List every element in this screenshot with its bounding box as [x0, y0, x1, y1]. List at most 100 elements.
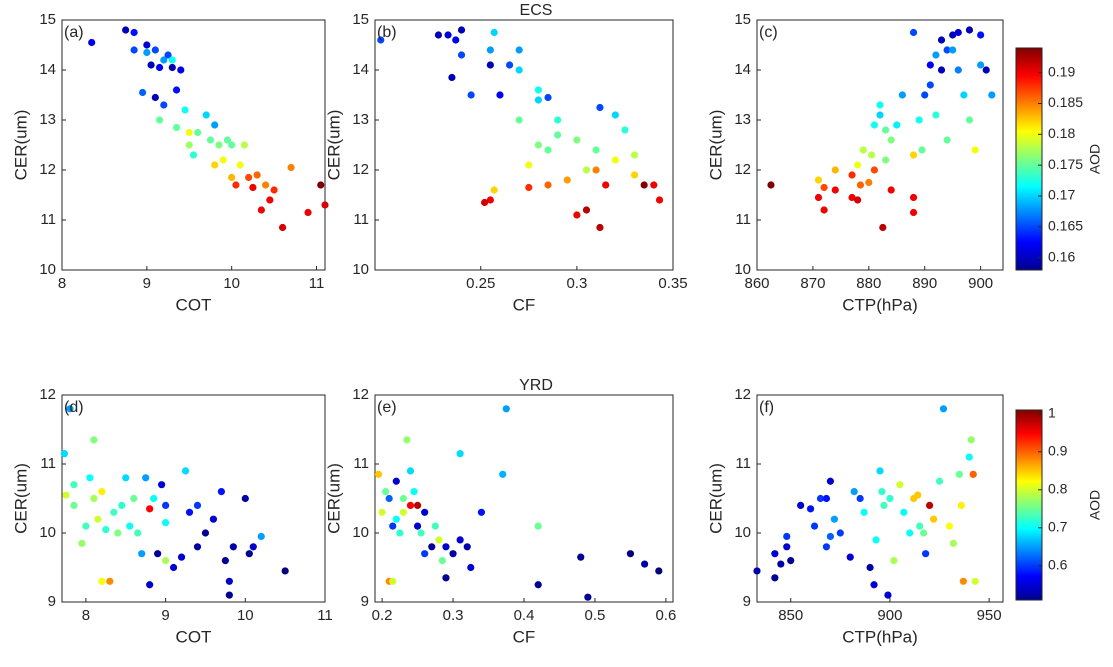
data-point — [856, 181, 865, 189]
data-point — [876, 467, 884, 475]
data-point — [544, 181, 552, 189]
data-point — [582, 166, 591, 174]
data-point — [449, 550, 457, 558]
x-tick-label: 0.3 — [566, 275, 587, 292]
data-point — [98, 577, 106, 585]
data-point — [967, 436, 975, 444]
data-point — [949, 31, 957, 39]
data-point — [118, 501, 126, 509]
x-tick-label: 950 — [977, 607, 1002, 624]
data-point — [854, 196, 862, 204]
data-point — [496, 91, 504, 99]
data-point — [130, 28, 138, 37]
data-point — [848, 171, 856, 179]
y-tick-label: 11 — [735, 455, 751, 472]
panel-label: (d) — [64, 399, 84, 416]
data-point — [870, 121, 879, 129]
y-tick-label: 9 — [743, 593, 751, 610]
data-point — [611, 111, 619, 119]
data-point — [868, 151, 876, 159]
data-point — [185, 141, 193, 149]
data-point — [969, 470, 977, 478]
data-point — [929, 515, 938, 523]
data-point — [866, 563, 874, 572]
colorbar-tick-label: 0.6 — [1048, 557, 1068, 573]
data-point — [830, 515, 838, 523]
data-point — [406, 501, 415, 509]
data-point — [505, 61, 514, 69]
x-tick-label: 9 — [143, 275, 151, 292]
data-point — [143, 48, 151, 57]
data-point — [816, 494, 825, 503]
data-point — [900, 508, 908, 516]
data-point — [626, 550, 635, 558]
data-point — [442, 543, 450, 551]
data-point — [206, 136, 215, 144]
colorbar-tick-label: 0.16 — [1048, 248, 1075, 264]
data-point — [257, 206, 265, 214]
x-tick-label: 900 — [968, 275, 993, 292]
data-point — [937, 66, 946, 74]
data-point — [122, 26, 130, 34]
colorbar-tick-label: 0.17 — [1048, 187, 1075, 203]
data-point — [122, 474, 130, 482]
data-point — [253, 171, 261, 179]
data-point — [241, 494, 249, 503]
data-point — [955, 470, 963, 478]
data-point — [592, 146, 600, 154]
data-point — [421, 550, 429, 558]
data-point — [787, 557, 795, 565]
row-title: ECS — [520, 2, 553, 19]
data-point — [925, 501, 934, 509]
data-point — [939, 405, 948, 413]
data-point — [138, 88, 147, 97]
data-point — [582, 206, 591, 214]
data-point — [266, 196, 274, 204]
x-tick-label: 11 — [309, 275, 325, 292]
data-point — [920, 529, 928, 537]
data-point — [194, 128, 202, 137]
y-tick-label: 15 — [39, 11, 56, 28]
data-point — [147, 61, 155, 69]
y-tick-label: 11 — [353, 455, 369, 472]
data-point — [906, 529, 914, 537]
data-point — [896, 481, 904, 489]
data-point — [193, 501, 202, 509]
data-point — [544, 93, 552, 102]
data-point — [596, 103, 604, 112]
data-point — [959, 577, 967, 585]
data-point — [814, 193, 823, 202]
data-point — [611, 156, 619, 164]
data-point — [881, 126, 890, 134]
y-tick-label: 13 — [734, 111, 751, 128]
data-point — [814, 176, 823, 184]
data-point — [151, 46, 159, 54]
data-point — [525, 161, 533, 169]
data-point — [916, 522, 924, 530]
data-point — [898, 91, 906, 99]
panel-label: (a) — [64, 24, 84, 41]
data-point — [630, 151, 639, 159]
data-point — [317, 181, 325, 189]
data-point — [876, 111, 884, 119]
data-point — [777, 560, 785, 568]
axes-box — [61, 19, 326, 271]
x-tick-label: 0.3 — [443, 607, 464, 624]
data-point — [486, 196, 494, 204]
data-point — [126, 522, 134, 530]
data-point — [215, 141, 223, 149]
data-point — [499, 470, 507, 478]
data-point — [886, 494, 894, 503]
data-point — [477, 508, 486, 516]
data-point — [281, 567, 289, 575]
data-point — [771, 574, 779, 582]
data-point — [211, 161, 219, 169]
colorbar-tick-label: 0.7 — [1048, 519, 1068, 535]
x-tick-label: 0.25 — [466, 275, 495, 292]
data-point — [534, 96, 543, 104]
data-point — [949, 539, 958, 547]
data-point — [377, 36, 385, 44]
axes-box — [374, 394, 674, 603]
data-point — [783, 543, 791, 551]
data-point — [909, 193, 918, 202]
